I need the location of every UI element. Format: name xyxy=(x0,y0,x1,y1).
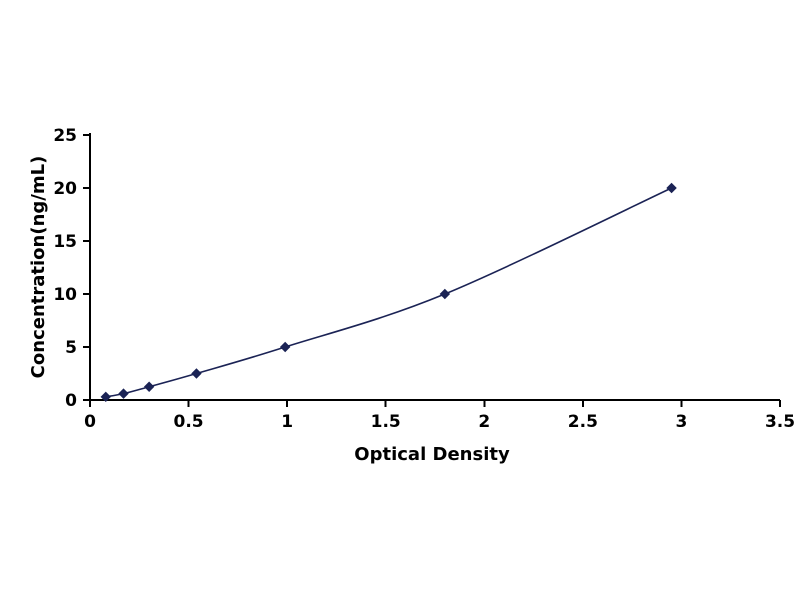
y-tick-label: 5 xyxy=(65,338,77,358)
x-tick-label: 3.5 xyxy=(765,412,795,432)
data-point-marker xyxy=(279,341,291,353)
x-tick-label: 1 xyxy=(281,412,293,432)
data-point-marker xyxy=(666,182,677,194)
data-point-marker xyxy=(143,381,155,392)
y-tick-label: 20 xyxy=(53,179,77,199)
axis-ticks: 0 0.5 1 1.5 2 2.5 3 3.5 0 5 10 15 20 25 xyxy=(53,126,795,432)
data-point-marker xyxy=(100,391,111,403)
data-point-marker xyxy=(439,288,451,300)
data-point-marker xyxy=(191,368,202,379)
y-axis-label: Concentration(ng/mL) xyxy=(28,156,49,379)
y-tick-label: 15 xyxy=(53,232,77,252)
x-tick-label: 2 xyxy=(478,412,490,432)
data-series xyxy=(100,182,677,403)
x-tick-label: 1.5 xyxy=(371,412,401,432)
curve-line xyxy=(105,187,672,398)
y-tick-label: 0 xyxy=(65,391,77,411)
x-axis-label: Optical Density xyxy=(354,444,510,465)
x-tick-label: 0.5 xyxy=(174,412,204,432)
y-tick-label: 10 xyxy=(53,285,77,305)
x-tick-label: 3 xyxy=(676,412,688,432)
data-point-marker xyxy=(118,388,129,399)
x-tick-label: 2.5 xyxy=(568,412,598,432)
x-tick-label: 0 xyxy=(84,412,96,432)
y-tick-label: 25 xyxy=(53,126,77,146)
